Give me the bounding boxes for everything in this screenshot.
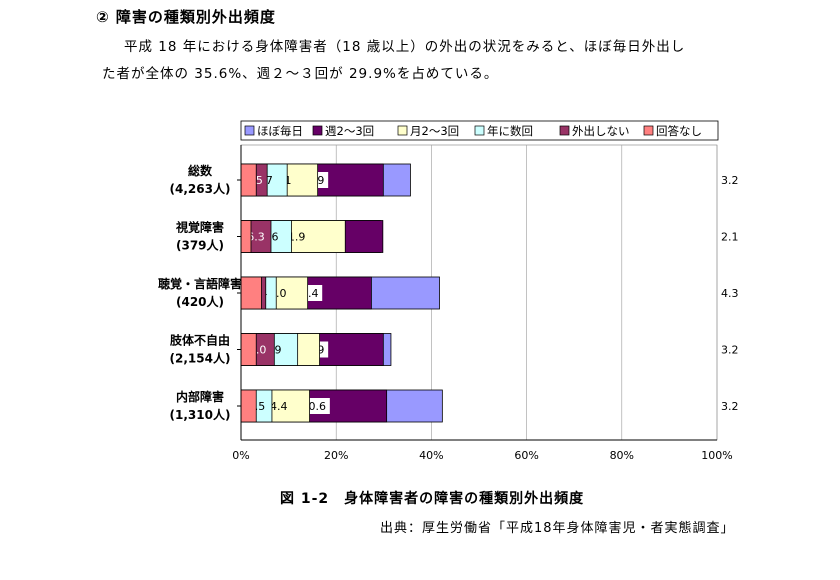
data-label: 4.3	[721, 287, 739, 300]
category-label: 総数	[188, 163, 213, 178]
category-count: (1,310人)	[170, 407, 231, 422]
bar-segment	[240, 163, 257, 197]
paragraph-line-1: 平成 18 年における身体障害者（18 歳以上）の外出の状況をみると、ほぼ毎日外…	[124, 39, 686, 55]
x-tick-label: 20%	[324, 449, 348, 462]
data-label: 3.2	[721, 174, 739, 187]
legend-label: 週2～3回	[325, 124, 374, 138]
data-label: 3.2	[721, 400, 739, 413]
legend-swatch	[397, 125, 408, 136]
legend-swatch	[474, 125, 485, 136]
category-count: (4,263人)	[170, 181, 231, 196]
legend-label: ほぼ毎日	[257, 124, 303, 138]
legend-swatch	[312, 125, 323, 136]
x-tick-label: 80%	[610, 449, 634, 462]
bar-segment	[240, 333, 257, 366]
category-count: (420人)	[176, 294, 224, 309]
section-heading: ② 障害の種類別外出頻度	[96, 8, 276, 26]
figure-caption: 図 1-2 身体障害者の障害の種類別外出頻度	[280, 491, 585, 507]
x-tick-label: 100%	[701, 449, 732, 462]
category-label: 聴覚・言語障害	[158, 276, 242, 291]
legend-label: 年に数回	[487, 124, 533, 138]
paragraph-line-2: た者が全体の 35.6%、週２～３回が 29.9%を占めている。	[102, 66, 499, 82]
bar-segment	[240, 276, 262, 310]
x-tick-label: 60%	[514, 449, 538, 462]
category-count: (2,154人)	[170, 351, 231, 366]
data-label: 2.1	[721, 231, 739, 244]
data-label: 6.3	[247, 231, 265, 244]
legend-label: 回答なし	[656, 124, 702, 138]
bars: 35.629.916.19.75.53.229.329.821.910.66.3…	[239, 163, 739, 423]
legend-swatch	[559, 125, 570, 136]
legend-label: 外出しない	[572, 124, 630, 138]
x-tick-label: 0%	[232, 449, 249, 462]
legend-swatch	[643, 125, 654, 136]
category-count: (379人)	[176, 238, 224, 253]
stacked-bar-chart: 35.629.916.19.75.53.229.329.821.910.66.3…	[158, 120, 739, 462]
legend: ほぼ毎日 週2～3回 月2～3回 年に数回 外出しない 回答なし	[240, 120, 719, 141]
category-label: 視覚障害	[175, 220, 224, 235]
axes: 0% 20% 40% 60% 80% 100% 総数 (4,263人) 視覚障害 (379人) 聴覚…	[158, 145, 733, 462]
category-label: 内部障害	[176, 389, 224, 404]
legend-label: 月2～3回	[410, 124, 459, 138]
legend-swatch	[244, 125, 255, 136]
source-note: 出典：厚生労働省「平成18年身体障害児・者実態調査」	[380, 521, 735, 536]
bar-segment	[240, 389, 257, 423]
data-label: 3.2	[721, 344, 739, 357]
category-label: 肢体不自由	[170, 333, 230, 348]
intro-paragraph: 平成 18 年における身体障害者（18 歳以上）の外出の状況をみると、ほぼ毎日外…	[102, 34, 782, 88]
bar-segment	[240, 220, 252, 253]
x-tick-label: 40%	[419, 449, 443, 462]
